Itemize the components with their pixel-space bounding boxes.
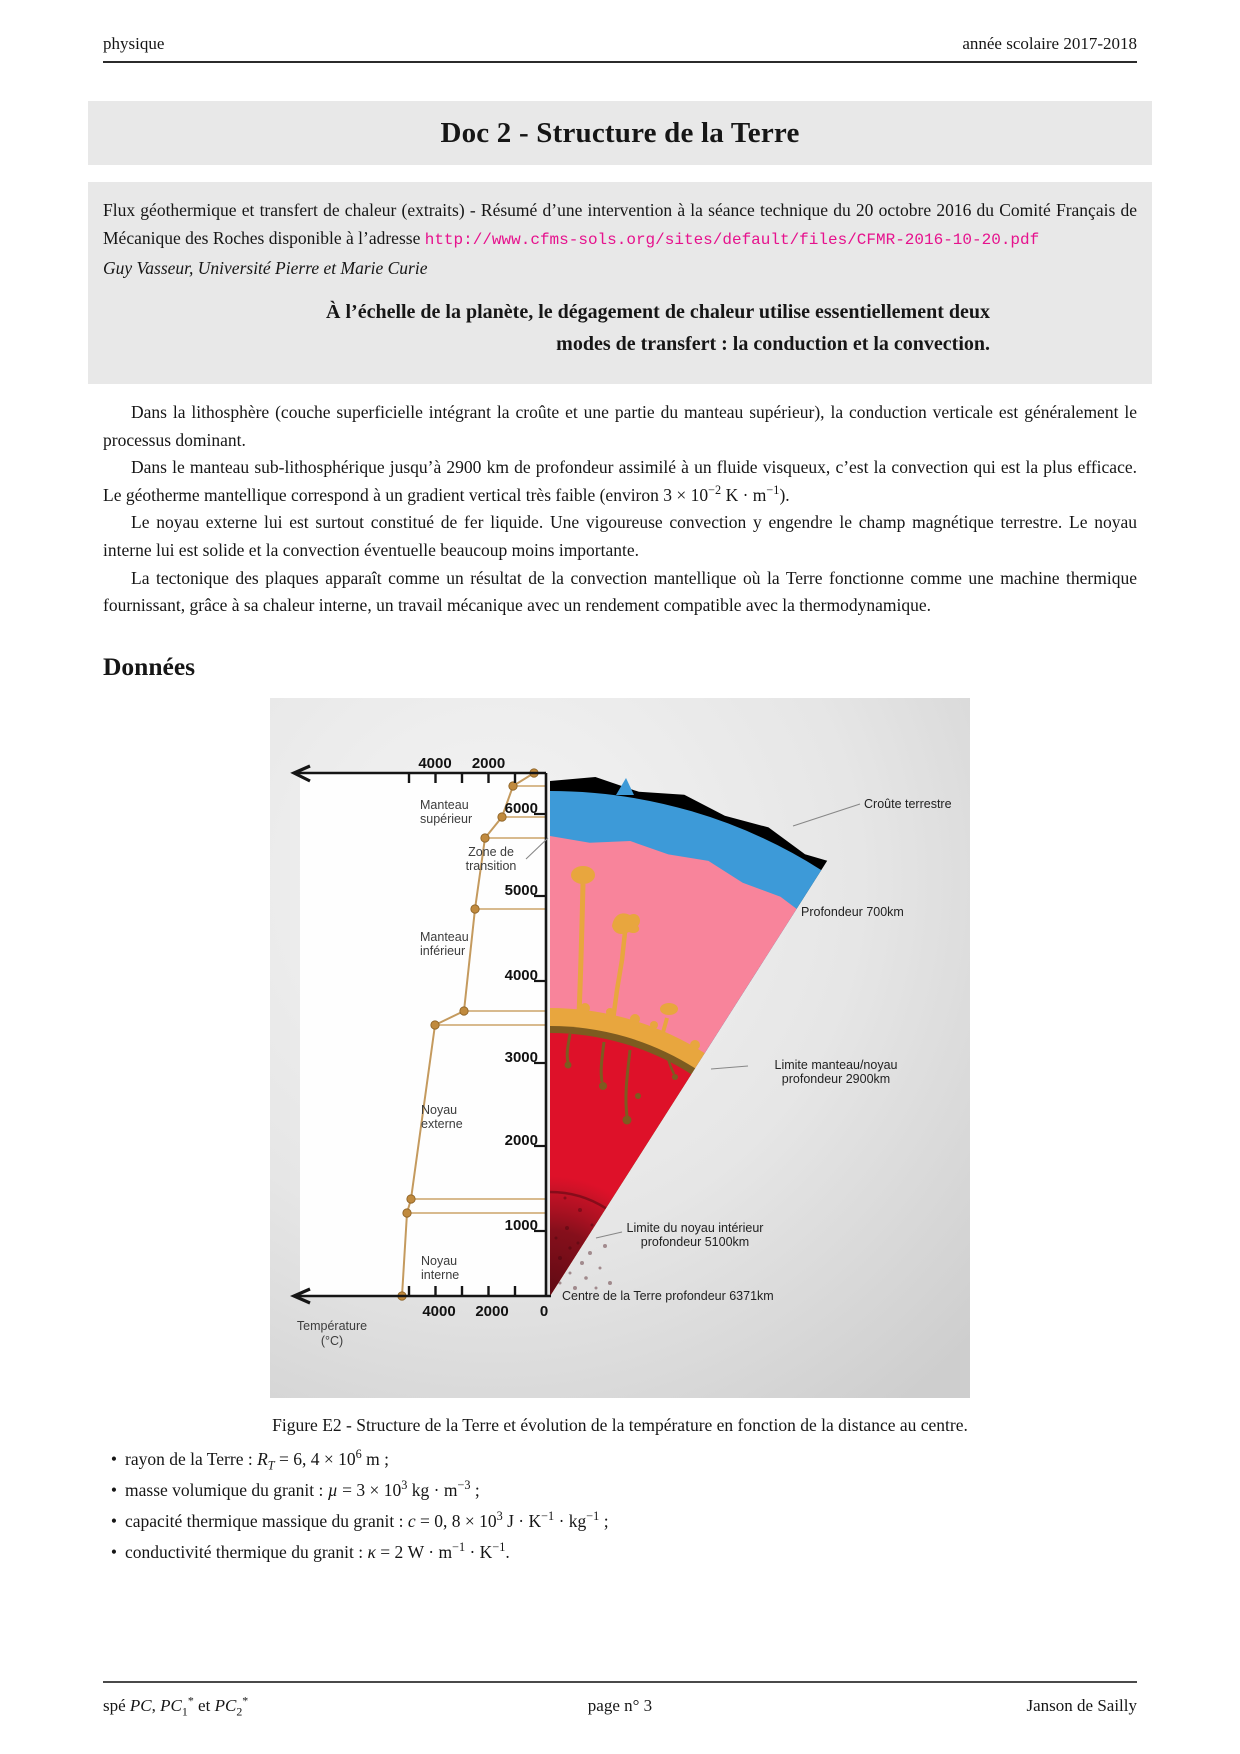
depth-label-5000: 5000	[505, 882, 538, 899]
bullet-icon: •	[110, 1541, 118, 1562]
label-limite-manteau-noyau-2: profondeur 2900km	[782, 1072, 890, 1086]
top-axis-ticks	[407, 772, 517, 783]
label-noyau-externe-2: externe	[421, 1117, 463, 1131]
bottom-axis-label-2000: 2000	[475, 1303, 508, 1320]
body-text: Dans la lithosphère (couche superficiell…	[103, 399, 1137, 620]
label-zone-transition-1: Zone de	[468, 845, 514, 859]
bottom-axis-label-0: 0	[540, 1303, 548, 1320]
temp-axis-title-line1: Température	[297, 1319, 367, 1333]
label-centre-terre: Centre de la Terre profondeur 6371km	[562, 1289, 774, 1303]
body-paragraph-2: Dans le manteau sub-lithosphérique jusqu…	[103, 457, 1137, 505]
page-header: physique année scolaire 2017-2018	[103, 0, 1137, 63]
body-paragraph-4: La tectonique des plaques apparaît comme…	[103, 567, 1137, 616]
depth-label-1000: 1000	[505, 1217, 538, 1234]
inner-core-layer	[550, 1175, 615, 1296]
body-paragraph-1: Dans la lithosphère (couche superficiell…	[103, 402, 1137, 450]
data-list: • rayon de la Terre : RT = 6, 4 × 106 m ;…	[88, 1444, 1152, 1568]
crust-notch	[616, 777, 634, 795]
footer-rule	[103, 1681, 1137, 1683]
data-item-rayon: • rayon de la Terre : RT = 6, 4 × 106 m ;	[103, 1444, 1137, 1475]
label-profondeur-700km: Profondeur 700km	[801, 905, 904, 919]
source-description: Flux géothermique et transfert de chaleu…	[103, 200, 1137, 248]
section-heading: Données	[103, 651, 196, 681]
earth-wedge	[549, 776, 828, 1296]
depth-axis-ticks	[534, 812, 546, 1232]
figure-caption: Figure E2 - Structure de la Terre et évo…	[272, 1414, 968, 1435]
d-layer-bumps	[580, 1002, 700, 1050]
bottom-axis-label-4000: 4000	[422, 1303, 455, 1320]
label-manteau-superieur-2: supérieur	[420, 812, 472, 826]
inner-core-speckle	[554, 1196, 612, 1290]
label-manteau-inferieur-1: Manteau	[420, 930, 469, 944]
label-limite-manteau-noyau-1: Limite manteau/noyau	[775, 1058, 898, 1072]
data-item-masse-volumique: • masse volumique du granit : µ = 3 × 103…	[103, 1475, 1137, 1506]
doc-title-block: Doc 2 - Structure de la Terre	[88, 101, 1152, 165]
key-statement-line-2: modes de transfert : la conduction et la…	[556, 333, 990, 355]
footer-school: Janson de Sailly	[1026, 1696, 1138, 1715]
top-axis-label-2000: 2000	[472, 755, 505, 772]
depth-label-2000: 2000	[505, 1132, 538, 1149]
header-school-year: année scolaire 2017-2018	[962, 34, 1137, 53]
plot-area	[300, 772, 546, 1296]
data-item-conductivite: • conductivité thermique du granit : κ = …	[103, 1537, 1137, 1568]
label-manteau-superieur-1: Manteau	[420, 798, 469, 812]
label-noyau-externe-1: Noyau	[421, 1103, 457, 1117]
footer-class: spé PC, PC1* et PC2*	[103, 1693, 249, 1719]
axes	[290, 764, 551, 1305]
temperature-curve	[397, 768, 546, 1301]
body-paragraph-3: Le noyau externe lui est surtout constit…	[103, 512, 1137, 560]
label-limite-noyau-interieur-2: profondeur 5100km	[641, 1235, 749, 1249]
bottom-axis-arrow	[290, 1287, 311, 1305]
doc-title: Doc 2 - Structure de la Terre	[440, 116, 800, 149]
earth-structure-diagram: 4000 2000 6000 5000 4000 3000 2000 1000 …	[270, 697, 970, 1398]
key-statement-line-1: À l’échelle de la planète, le dégagement…	[326, 301, 990, 323]
data-item-capacite-thermique: • capacité thermique massique du granit :…	[103, 1506, 1137, 1537]
label-noyau-interne-1: Noyau	[421, 1254, 457, 1268]
inner-core-boundary-arc	[549, 1190, 607, 1210]
label-manteau-inferieur-2: inférieur	[420, 944, 465, 958]
header-course: physique	[103, 34, 165, 53]
label-limite-noyau-interieur-1: Limite du noyau intérieur	[627, 1221, 764, 1235]
depth-label-6000: 6000	[505, 800, 538, 817]
curve-reference-lines	[407, 785, 546, 1214]
source-block: Flux géothermique et transfert de chaleu…	[88, 182, 1152, 384]
bullet-icon: •	[110, 1510, 118, 1531]
label-croute-terrestre: Croûte terrestre	[864, 797, 952, 811]
mantle-plumes	[571, 865, 678, 1037]
leader-lines	[525, 803, 861, 1239]
top-axis-arrow	[290, 764, 311, 783]
temp-axis-title-line2: (°C)	[321, 1334, 343, 1348]
source-url-link[interactable]: http://www.cfms-sols.org/sites/default/f…	[424, 231, 1040, 249]
figure-e2: 4000 2000 6000 5000 4000 3000 2000 1000 …	[270, 697, 970, 1403]
bullet-icon: •	[110, 1448, 118, 1469]
bullet-icon: •	[110, 1479, 118, 1500]
depth-label-4000: 4000	[505, 967, 538, 984]
bottom-axis-ticks	[407, 1285, 517, 1296]
page-footer: spé PC, PC1* et PC2* page n° 3 Janson de…	[88, 1681, 1152, 1719]
curve-points	[397, 768, 539, 1301]
top-axis-label-4000: 4000	[418, 755, 451, 772]
label-noyau-interne-2: interne	[421, 1268, 459, 1282]
label-zone-transition-2: transition	[466, 859, 517, 873]
depth-label-3000: 3000	[505, 1049, 538, 1066]
source-attribution: Guy Vasseur, Université Pierre et Marie …	[103, 258, 428, 278]
cmb-drips	[564, 1033, 678, 1125]
